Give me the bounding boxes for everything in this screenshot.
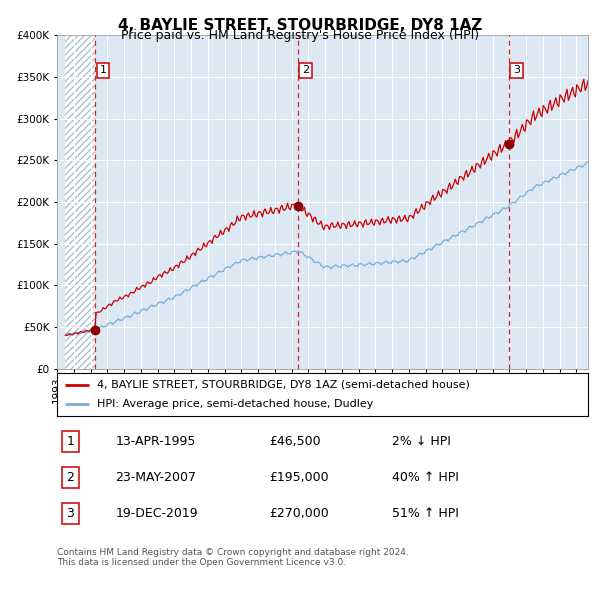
Text: 2: 2 [67,471,74,484]
Text: 1: 1 [67,435,74,448]
Text: 40% ↑ HPI: 40% ↑ HPI [392,471,458,484]
Text: £270,000: £270,000 [269,507,329,520]
Text: 2% ↓ HPI: 2% ↓ HPI [392,435,451,448]
Text: 3: 3 [67,507,74,520]
Text: £46,500: £46,500 [269,435,321,448]
Text: Contains HM Land Registry data © Crown copyright and database right 2024.
This d: Contains HM Land Registry data © Crown c… [57,548,409,567]
Text: Price paid vs. HM Land Registry's House Price Index (HPI): Price paid vs. HM Land Registry's House … [121,30,479,42]
Text: 13-APR-1995: 13-APR-1995 [115,435,196,448]
Text: 2: 2 [302,65,310,76]
Bar [65,35,95,369]
Text: 51% ↑ HPI: 51% ↑ HPI [392,507,458,520]
Text: 23-MAY-2007: 23-MAY-2007 [115,471,196,484]
Text: 4, BAYLIE STREET, STOURBRIDGE, DY8 1AZ (semi-detached house): 4, BAYLIE STREET, STOURBRIDGE, DY8 1AZ (… [97,380,470,390]
Text: HPI: Average price, semi-detached house, Dudley: HPI: Average price, semi-detached house,… [97,399,373,409]
Text: 19-DEC-2019: 19-DEC-2019 [115,507,198,520]
Text: 3: 3 [513,65,520,76]
Text: 1: 1 [100,65,106,76]
Text: 4, BAYLIE STREET, STOURBRIDGE, DY8 1AZ: 4, BAYLIE STREET, STOURBRIDGE, DY8 1AZ [118,18,482,32]
Text: £195,000: £195,000 [269,471,329,484]
